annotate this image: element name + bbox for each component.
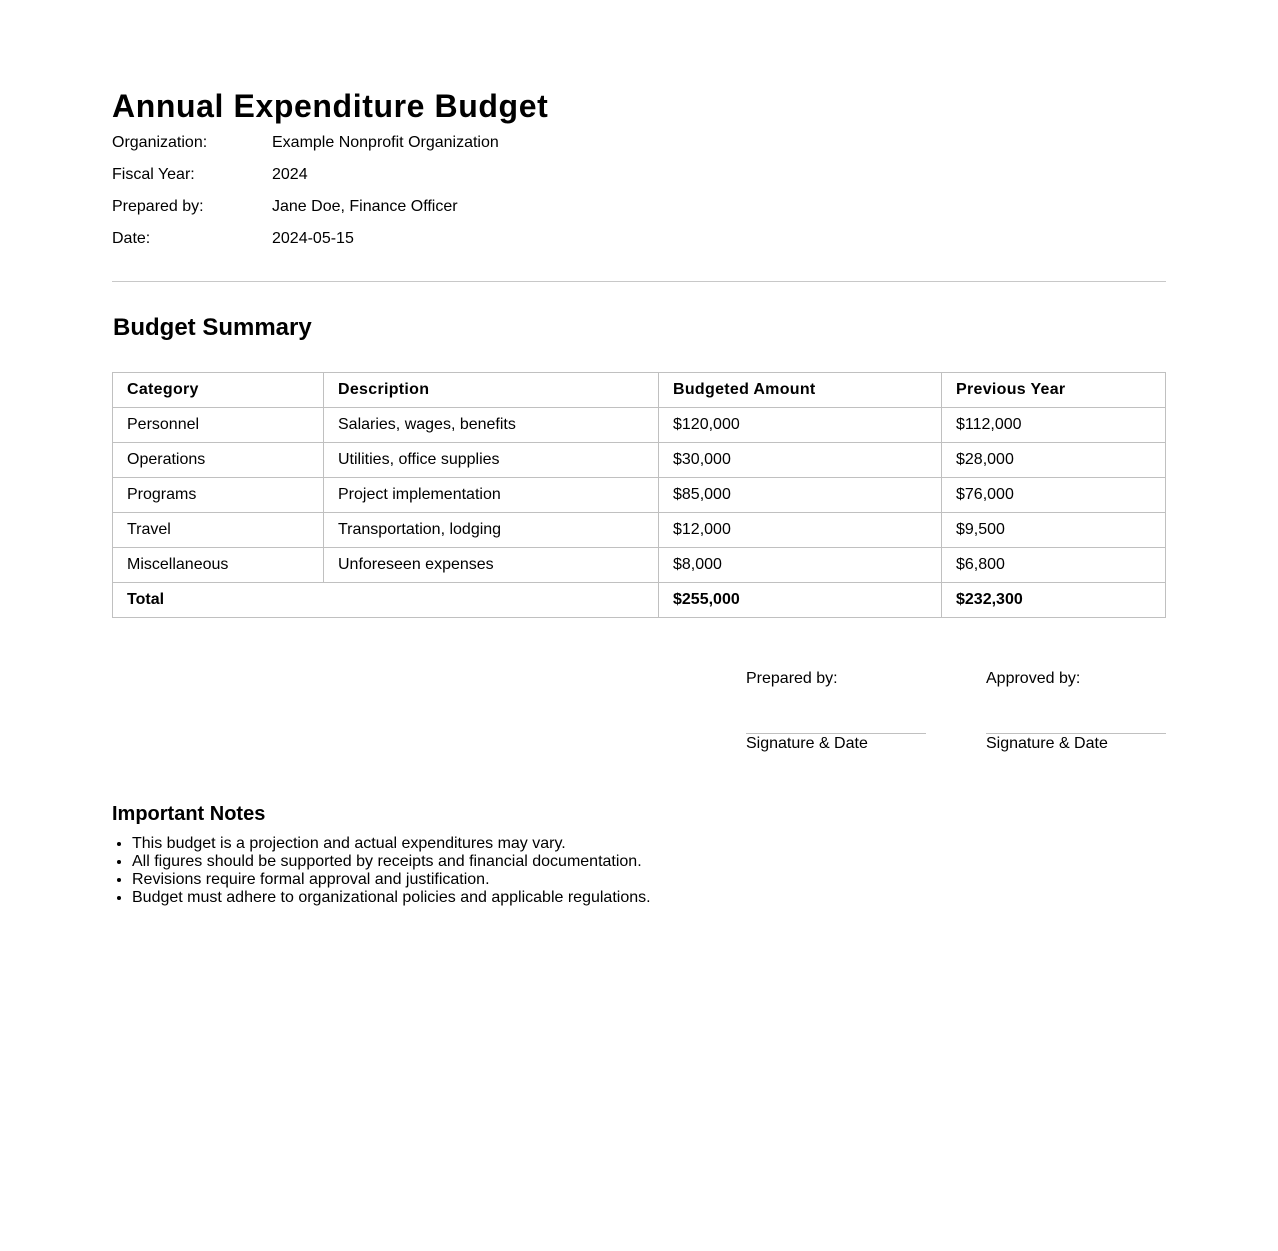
note-item: This budget is a projection and actual e… <box>132 835 651 853</box>
table-header-row: Category Description Budgeted Amount Pre… <box>112 372 1166 408</box>
meta-organization: Organization: Example Nonprofit Organizat… <box>112 132 499 164</box>
signature-prepared: Prepared by: Signature & Date <box>746 670 926 753</box>
meta-value: 2024 <box>272 166 308 183</box>
table-cell: Programs <box>112 477 324 513</box>
table-cell: $6,800 <box>941 547 1166 583</box>
column-header: Previous Year <box>941 372 1166 408</box>
table-cell: $120,000 <box>658 407 942 443</box>
meta-info: Organization: Example Nonprofit Organizat… <box>112 132 499 260</box>
table-row: Miscellaneous Unforeseen expenses $8,000 $6… <box>112 547 1166 583</box>
meta-value: 2024-05-15 <box>272 230 354 247</box>
meta-value: Example Nonprofit Organization <box>272 134 499 151</box>
total-previous: $232,300 <box>941 582 1166 618</box>
meta-label: Organization: <box>112 134 208 151</box>
table-cell: Transportation, lodging <box>323 512 659 548</box>
signature-approved: Approved by: Signature & Date <box>986 670 1166 753</box>
meta-fiscal-year: Fiscal Year: 2024 <box>112 164 499 196</box>
divider <box>112 281 1166 282</box>
table-cell: $8,000 <box>658 547 942 583</box>
column-header: Description <box>323 372 659 408</box>
budget-table: Category Description Budgeted Amount Pre… <box>112 372 1166 618</box>
column-header: Category <box>112 372 324 408</box>
table-cell: $12,000 <box>658 512 942 548</box>
meta-date: Date: 2024-05-15 <box>112 228 499 260</box>
notes-heading: Important Notes <box>112 803 266 825</box>
signature-label: Prepared by: <box>746 670 838 687</box>
table-cell: Travel <box>112 512 324 548</box>
signature-line: Signature & Date <box>986 733 1166 753</box>
signature-label: Approved by: <box>986 670 1081 687</box>
table-cell: $112,000 <box>941 407 1166 443</box>
total-budgeted: $255,000 <box>658 582 942 618</box>
meta-label: Fiscal Year: <box>112 166 195 183</box>
total-label: Total <box>112 582 659 618</box>
table-cell: $30,000 <box>658 442 942 478</box>
notes-list: This budget is a projection and actual e… <box>112 835 651 907</box>
meta-label: Prepared by: <box>112 198 204 215</box>
budget-summary-heading: Budget Summary <box>113 314 312 341</box>
meta-prepared-by: Prepared by: Jane Doe, Finance Officer <box>112 196 499 228</box>
table-cell: $9,500 <box>941 512 1166 548</box>
column-header: Budgeted Amount <box>658 372 942 408</box>
signature-line: Signature & Date <box>746 733 926 753</box>
meta-value: Jane Doe, Finance Officer <box>272 198 458 215</box>
note-item: Budget must adhere to organizational pol… <box>132 889 651 907</box>
total-row: Total $255,000 $232,300 <box>112 582 1166 618</box>
meta-label: Date: <box>112 230 151 247</box>
table-cell: Miscellaneous <box>112 547 324 583</box>
table-cell: Salaries, wages, benefits <box>323 407 659 443</box>
table-cell: Utilities, office supplies <box>323 442 659 478</box>
table-row: Operations Utilities, office supplies $30,… <box>112 442 1166 478</box>
table-cell: $76,000 <box>941 477 1166 513</box>
table-cell: Operations <box>112 442 324 478</box>
table-cell: Personnel <box>112 407 324 443</box>
page-title: Annual Expenditure Budget <box>112 88 549 124</box>
table-row: Travel Transportation, lodging $12,000 $9,5… <box>112 512 1166 548</box>
note-item: Revisions require formal approval and ju… <box>132 871 651 889</box>
table-cell: Unforeseen expenses <box>323 547 659 583</box>
table-cell: $28,000 <box>941 442 1166 478</box>
table-cell: Project implementation <box>323 477 659 513</box>
table-cell: $85,000 <box>658 477 942 513</box>
table-row: Programs Project implementation $85,000 $76… <box>112 477 1166 513</box>
note-item: All figures should be supported by recei… <box>132 853 651 871</box>
table-row: Personnel Salaries, wages, benefits $120,0… <box>112 407 1166 443</box>
